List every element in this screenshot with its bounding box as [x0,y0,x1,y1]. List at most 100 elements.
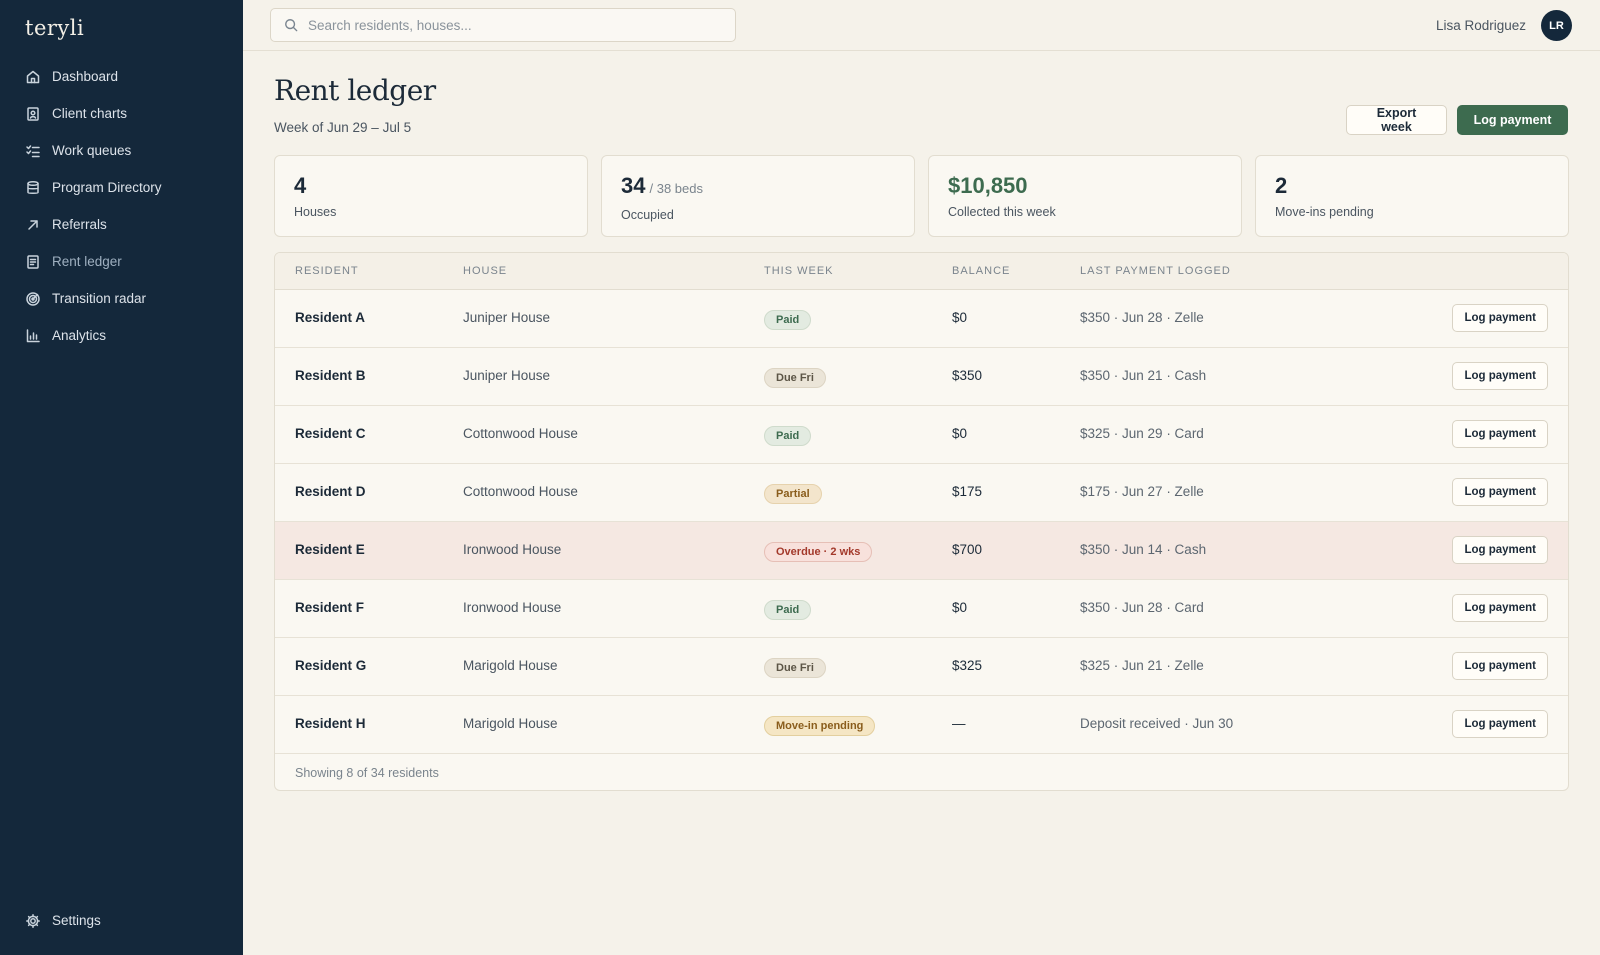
balance: $700 [952,542,983,557]
checklist-icon [25,143,41,159]
sidebar-item-label: Program Directory [52,180,162,195]
sidebar-item-label: Referrals [52,217,107,232]
resident-name: Resident F [295,600,365,615]
search-icon [285,19,298,32]
sidebar-item-analytics[interactable]: Analytics [0,317,243,354]
table-row[interactable]: Resident D Cottonwood House Partial $175… [275,464,1568,522]
app-logo[interactable]: teryli [25,16,85,40]
table-row[interactable]: Resident H Marigold House Move-in pendin… [275,696,1568,754]
rent-ledger-table: RESIDENT HOUSE THIS WEEK BALANCE LAST PA… [274,252,1569,791]
stat-extra: / 38 beds [649,181,703,196]
last-payment: $350 · Jun 21 · Cash [1080,368,1207,383]
table-header: RESIDENT HOUSE THIS WEEK BALANCE LAST PA… [275,253,1568,290]
last-payment: Deposit received · Jun 30 [1080,716,1234,731]
resident-name: Resident H [295,716,366,731]
table-row[interactable]: Resident B Juniper House Due Fri $350 $3… [275,348,1568,406]
row-log-payment-button[interactable]: Log payment [1452,362,1548,390]
search-box[interactable] [270,8,736,42]
sidebar-nav: Dashboard Client charts Work queues Prog… [0,58,243,354]
gear-icon [25,913,41,929]
last-payment: $325 · Jun 21 · Zelle [1080,658,1204,673]
row-log-payment-button[interactable]: Log payment [1452,594,1548,622]
balance: $0 [952,310,968,325]
row-log-payment-button[interactable]: Log payment [1452,420,1548,448]
database-icon [25,180,41,196]
column-header-this-week[interactable]: THIS WEEK [764,265,834,277]
status-badge: Overdue · 2 wks [764,542,873,562]
stat-label: Move-ins pending [1275,205,1374,219]
last-payment: $175 · Jun 27 · Zelle [1080,484,1204,499]
stat-label: Collected this week [948,205,1056,219]
page-title: Rent ledger [274,74,436,107]
stat-label: Houses [294,205,337,219]
sidebar-item-label: Analytics [52,328,107,343]
stat-card-houses: 4 Houses [274,155,588,237]
sidebar-item-work-queues[interactable]: Work queues [0,132,243,169]
sidebar-item-settings[interactable]: Settings [0,902,243,939]
ledger-icon [25,254,41,270]
stat-value: 34/ 38 beds [621,173,703,198]
balance: — [952,716,966,731]
table-row[interactable]: Resident C Cottonwood House Paid $0 $325… [275,406,1568,464]
sidebar-item-label: Client charts [52,106,128,121]
balance: $350 [952,368,983,383]
sidebar-item-referrals[interactable]: Referrals [0,206,243,243]
status-badge: Partial [764,484,822,504]
search-input[interactable] [308,17,728,33]
column-header-resident[interactable]: RESIDENT [295,265,359,277]
resident-name: Resident E [295,542,365,557]
status-badge: Move-in pending [764,716,876,736]
house-name: Cottonwood House [463,484,578,499]
balance: $325 [952,658,983,673]
row-log-payment-button[interactable]: Log payment [1452,304,1548,332]
table-row[interactable]: Resident F Ironwood House Paid $0 $350 ·… [275,580,1568,638]
sidebar-item-dashboard[interactable]: Dashboard [0,58,243,95]
sidebar-item-label: Rent ledger [52,254,122,269]
stat-value: 4 [294,173,307,198]
status-badge: Due Fri [764,368,826,388]
house-name: Marigold House [463,658,558,673]
home-icon [25,69,41,85]
stat-label: Occupied [621,208,674,222]
sidebar-item-program-directory[interactable]: Program Directory [0,169,243,206]
user-name: Lisa Rodriguez [1435,18,1526,33]
table-row[interactable]: Resident E Ironwood House Overdue · 2 wk… [275,522,1568,580]
row-log-payment-button[interactable]: Log payment [1452,536,1548,564]
stat-card-collected: $10,850 Collected this week [928,155,1242,237]
house-name: Juniper House [463,368,551,383]
avatar[interactable]: LR [1541,10,1572,41]
status-badge: Paid [764,310,812,330]
row-log-payment-button[interactable]: Log payment [1452,710,1548,738]
table-row[interactable]: Resident G Marigold House Due Fri $325 $… [275,638,1568,696]
row-log-payment-button[interactable]: Log payment [1452,652,1548,680]
log-payment-button[interactable]: Log payment [1457,105,1568,135]
sidebar-item-rent-ledger[interactable]: Rent ledger [0,243,243,280]
sidebar-footer: Settings [0,902,243,939]
house-name: Ironwood House [463,542,562,557]
top-bar: Lisa Rodriguez LR [243,0,1600,51]
user-menu[interactable]: Lisa Rodriguez LR [1436,10,1572,41]
sidebar-item-client-charts[interactable]: Client charts [0,95,243,132]
sidebar-item-label: Settings [52,913,101,928]
house-name: Juniper House [463,310,551,325]
sidebar-item-transition-radar[interactable]: Transition radar [0,280,243,317]
house-name: Ironwood House [463,600,562,615]
resident-name: Resident B [295,368,366,383]
column-header-last-payment[interactable]: LAST PAYMENT LOGGED [1080,265,1231,277]
house-name: Cottonwood House [463,426,578,441]
sidebar: teryli Dashboard Client charts Work queu… [0,0,243,955]
last-payment: $350 · Jun 28 · Card [1080,600,1204,615]
export-week-button[interactable]: Export week [1346,105,1447,135]
table-row[interactable]: Resident A Juniper House Paid $0 $350 · … [275,290,1568,348]
last-payment: $350 · Jun 14 · Cash [1080,542,1207,557]
status-badge: Due Fri [764,658,826,678]
balance: $175 [952,484,983,499]
balance: $0 [952,426,968,441]
column-header-balance[interactable]: BALANCE [952,265,1011,277]
sidebar-item-label: Work queues [52,143,132,158]
row-log-payment-button[interactable]: Log payment [1452,478,1548,506]
arrow-up-right-icon [25,217,41,233]
radar-icon [25,291,41,307]
column-header-house[interactable]: HOUSE [463,265,508,277]
stat-card-occupied: 34/ 38 beds Occupied [601,155,915,237]
